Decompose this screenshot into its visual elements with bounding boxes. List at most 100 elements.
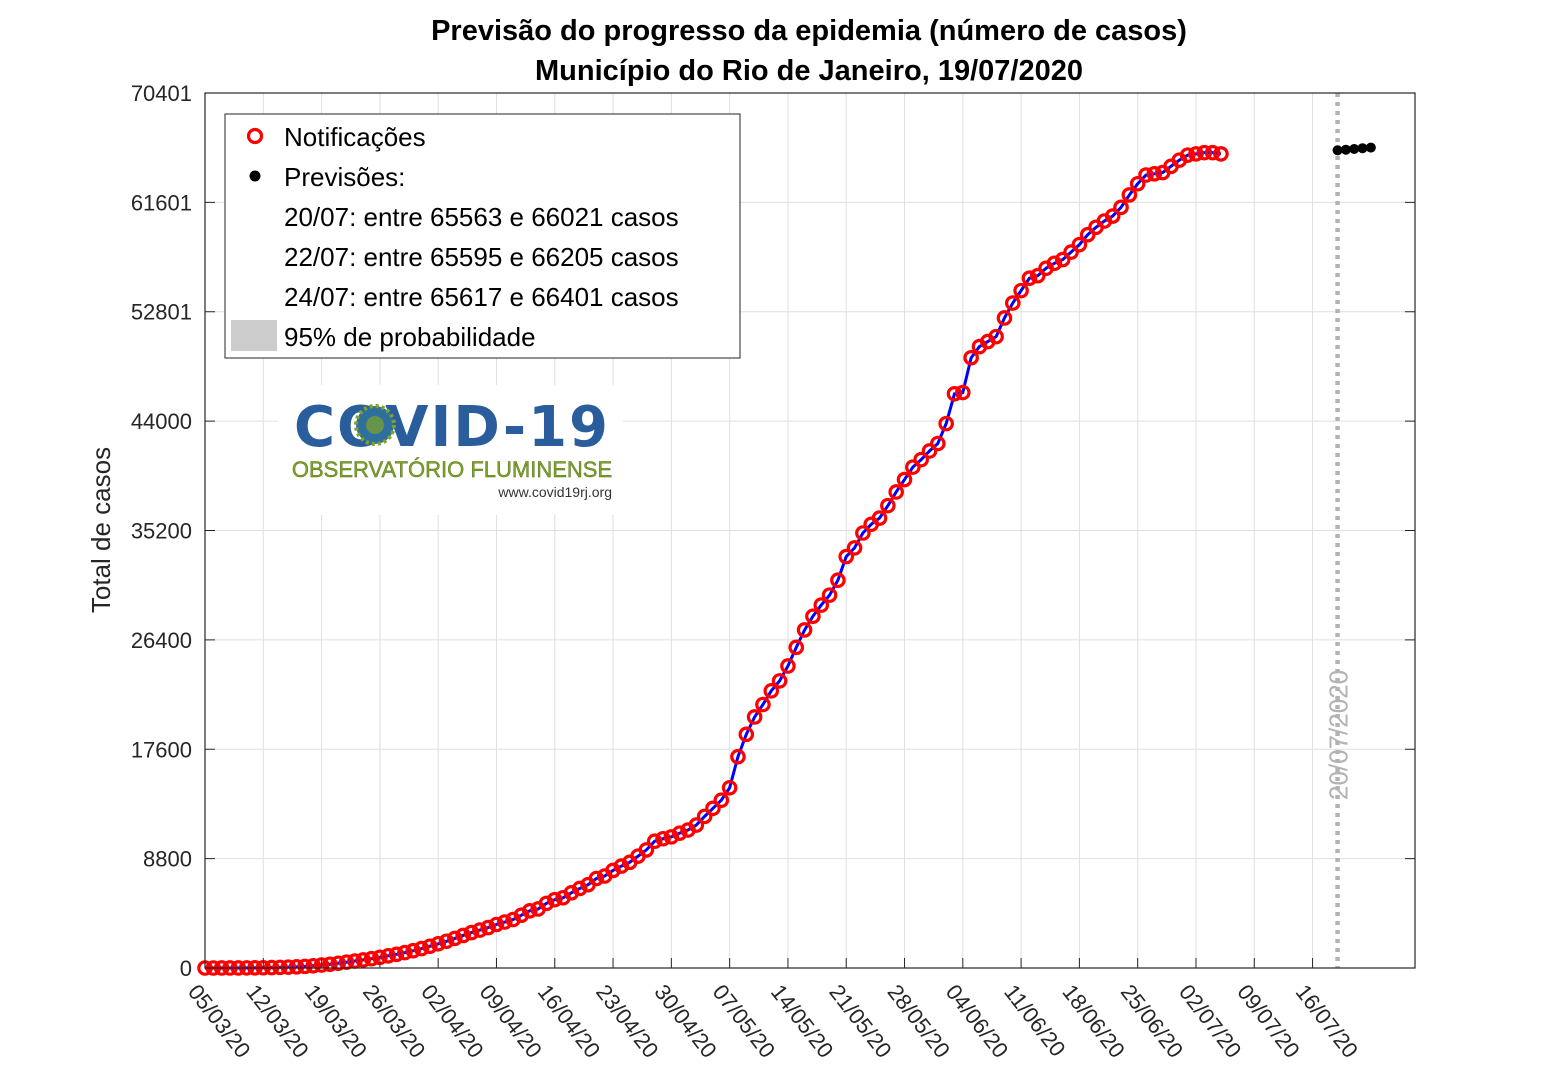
y-tick-label: 17600 [131, 737, 192, 762]
data-point [305, 957, 322, 974]
data-point [380, 948, 397, 964]
data-point [955, 384, 971, 401]
logo-word: COVID-19 [294, 395, 610, 460]
data-point [488, 916, 505, 933]
data-point [1129, 175, 1146, 192]
data-point [871, 510, 888, 526]
data-point [347, 953, 363, 969]
data-point [1188, 146, 1204, 162]
data-point [1021, 270, 1038, 287]
data-point [713, 792, 730, 809]
data-point [805, 608, 821, 625]
legend: Notificações Previsões: 20/07: entre 655… [224, 113, 741, 359]
data-point [1204, 144, 1221, 161]
data-point [463, 924, 480, 941]
data-point [330, 955, 347, 972]
data-point [888, 484, 904, 500]
x-tick-label: 16/07/20 [1291, 980, 1363, 1063]
legend-box [224, 113, 741, 359]
forecast-point [1340, 144, 1351, 155]
chart-title: Previsão do progresso da epidemia (númer… [431, 15, 1187, 47]
data-point [413, 940, 430, 957]
data-point [913, 451, 929, 468]
data-point [996, 310, 1013, 326]
y-tick-label: 44000 [131, 409, 192, 434]
data-point [272, 959, 288, 976]
data-point [688, 817, 705, 833]
logo-org: OBSERVATÓRIO FLUMINENSE [292, 457, 612, 482]
legend-forecast-3: 24/07: entre 65617 e 66401 casos [284, 282, 679, 312]
data-point [480, 919, 496, 936]
y-tick-label: 0 [180, 956, 192, 981]
legend-label-previsoes: Previsões: [284, 162, 405, 192]
chart-subtitle: Município do Rio de Janeiro, 19/07/2020 [535, 55, 1083, 87]
y-tick-label: 61601 [131, 190, 192, 215]
data-point [771, 673, 788, 689]
data-point [280, 959, 297, 975]
data-point [813, 597, 830, 613]
legend-marker-notificacoes [246, 127, 264, 145]
data-point [355, 952, 372, 968]
data-point [546, 891, 563, 908]
y-tick-label: 8800 [143, 847, 192, 872]
y-tick-label: 70401 [131, 81, 192, 106]
y-axis: 0 8800 17600 26400 35200 44000 52801 61601 70401 [131, 81, 1415, 981]
data-point [1013, 282, 1029, 299]
forecast-point [1349, 143, 1360, 154]
data-point [521, 903, 538, 919]
y-axis-label: Total de casos [86, 447, 116, 613]
legend-label-probability: 95% de probabilidade [284, 322, 536, 352]
forecast-date-line: 20/07/2020 [1324, 93, 1354, 968]
data-point [1071, 236, 1088, 253]
data-point [405, 942, 421, 959]
series-points-notificacoes [197, 144, 1229, 976]
legend-forecast-2: 22/07: entre 65595 e 66205 casos [284, 242, 679, 272]
forecast-date-label: 20/07/2020 [1324, 670, 1354, 800]
data-point [638, 842, 655, 858]
data-point [455, 927, 471, 944]
data-point [1146, 165, 1163, 182]
legend-forecast-1: 20/07: entre 65563 e 66021 casos [284, 202, 679, 232]
data-point [963, 349, 979, 366]
data-point [846, 540, 863, 556]
data-point [1004, 295, 1021, 311]
y-tick-label: 35200 [131, 519, 192, 544]
data-point [788, 639, 805, 656]
data-point [646, 833, 663, 850]
data-point [1179, 147, 1196, 163]
data-point [613, 858, 630, 874]
forecast-point [1357, 143, 1368, 154]
data-point [663, 829, 680, 845]
data-point [1046, 255, 1063, 272]
data-point [930, 435, 946, 452]
data-point [988, 328, 1004, 345]
data-point [671, 825, 688, 841]
data-point [1196, 144, 1213, 161]
data-point [1121, 187, 1138, 203]
forecast-point [1332, 145, 1343, 156]
series-points-previsoes [1332, 142, 1376, 156]
data-point [472, 922, 488, 938]
data-point [297, 958, 313, 975]
data-point [946, 385, 963, 402]
data-point [1138, 167, 1154, 183]
y-tick-label: 52801 [131, 300, 192, 325]
data-point [447, 930, 463, 947]
data-point [838, 548, 855, 565]
data-point [705, 800, 721, 817]
data-point [746, 709, 763, 725]
data-point [1113, 199, 1129, 216]
data-point [655, 830, 671, 847]
data-point [880, 497, 896, 514]
data-point [538, 895, 555, 912]
data-point [938, 415, 954, 432]
data-point [397, 944, 413, 961]
data-point [721, 779, 738, 796]
legend-label-notificacoes: Notificações [284, 122, 426, 152]
forecast-point [1365, 142, 1376, 153]
data-point [738, 726, 755, 743]
data-point [288, 959, 305, 975]
legend-swatch-probability [231, 320, 277, 351]
y-tick-label: 26400 [131, 628, 192, 653]
